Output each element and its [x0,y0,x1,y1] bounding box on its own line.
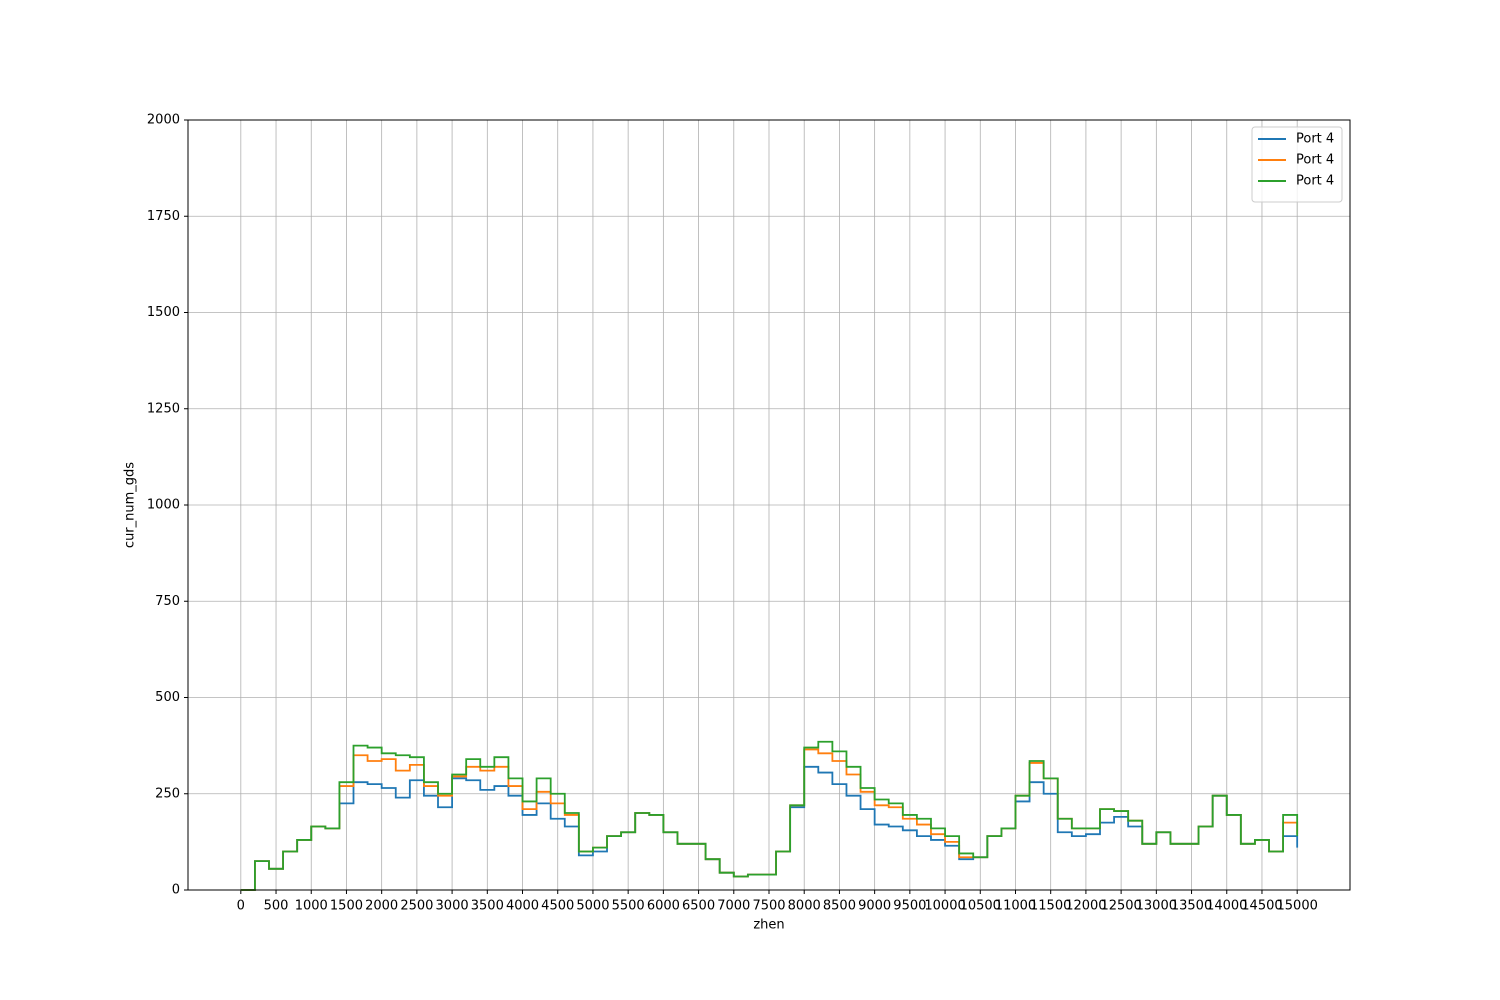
y-tick-label: 500 [155,690,180,705]
x-tick-label: 8500 [823,899,856,914]
x-tick-label: 4500 [541,899,574,914]
y-tick-label: 0 [172,883,180,898]
x-tick-label: 10000 [924,899,965,914]
x-tick-label: 12000 [1065,899,1106,914]
x-tick-label: 1000 [295,899,328,914]
x-tick-label: 11000 [995,899,1036,914]
x-tick-label: 14500 [1241,899,1282,914]
y-tick-label: 1500 [147,305,180,320]
x-tick-label: 9000 [858,899,891,914]
x-tick-label: 5500 [612,899,645,914]
x-tick-label: 1500 [330,899,363,914]
legend-label: Port 4 [1296,174,1334,189]
y-tick-label: 2000 [147,113,180,128]
x-tick-label: 7500 [752,899,785,914]
x-tick-label: 0 [237,899,245,914]
x-tick-label: 6500 [682,899,715,914]
y-tick-label: 1750 [147,209,180,224]
x-tick-label: 8000 [788,899,821,914]
y-axis-label: cur_num_gds [123,462,138,548]
legend-label: Port 4 [1296,132,1334,147]
y-tick-label: 750 [155,594,180,609]
x-tick-label: 2000 [365,899,398,914]
y-tick-label: 1250 [147,401,180,416]
legend-label: Port 4 [1296,153,1334,168]
x-tick-label: 6000 [647,899,680,914]
x-tick-label: 13000 [1136,899,1177,914]
x-tick-label: 10500 [960,899,1001,914]
x-tick-label: 3500 [471,899,504,914]
y-tick-label: 250 [155,786,180,801]
x-axis-label: zhen [753,918,784,933]
x-tick-label: 14000 [1206,899,1247,914]
x-tick-label: 9500 [893,899,926,914]
x-tick-label: 11500 [1030,899,1071,914]
x-tick-label: 13500 [1171,899,1212,914]
x-tick-label: 12500 [1100,899,1141,914]
plot-frame [187,119,1351,891]
step-line [240,740,1299,891]
x-tick-label: 5000 [576,899,609,914]
x-tick-label: 500 [264,899,289,914]
x-tick-label: 4000 [506,899,539,914]
y-tick-label: 1000 [147,498,180,513]
x-tick-label: 7000 [717,899,750,914]
x-tick-label: 2500 [400,899,433,914]
x-tick-label: 15000 [1277,899,1318,914]
x-tick-label: 3000 [436,899,469,914]
legend-box [1251,126,1343,203]
